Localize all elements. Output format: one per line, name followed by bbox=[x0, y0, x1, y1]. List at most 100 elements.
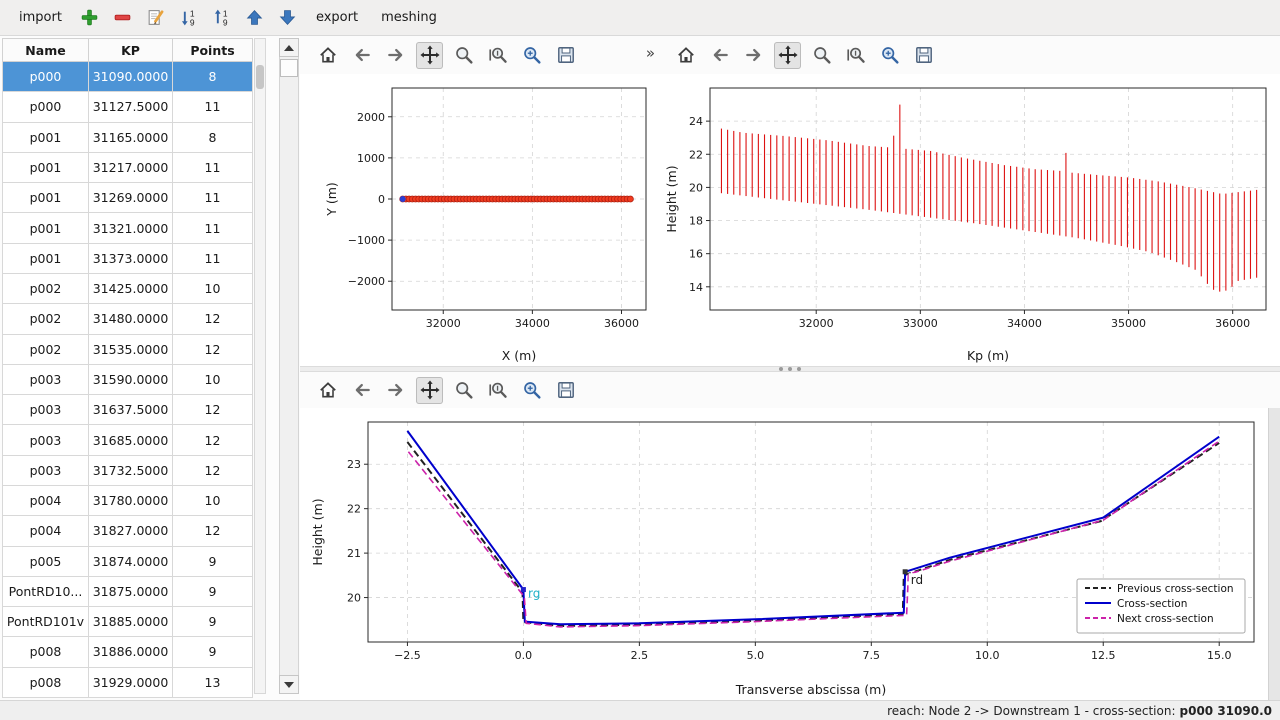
cell-points[interactable]: 9 bbox=[173, 637, 253, 667]
cell-name[interactable]: p002 bbox=[3, 273, 89, 303]
cell-points[interactable]: 12 bbox=[173, 455, 253, 485]
longitudinal-profile-plot[interactable]: 3200033000340003500036000141618202224Kp … bbox=[658, 74, 1280, 366]
import-button[interactable]: import bbox=[10, 6, 71, 29]
table-row[interactable]: PontRD101v31885.00009 bbox=[3, 607, 253, 637]
cell-name[interactable]: p001 bbox=[3, 152, 89, 182]
cell-name[interactable]: p005 bbox=[3, 546, 89, 576]
zoom-button[interactable] bbox=[450, 42, 477, 69]
cell-points[interactable]: 11 bbox=[173, 152, 253, 182]
table-row[interactable]: p00231425.000010 bbox=[3, 273, 253, 303]
cell-points[interactable]: 11 bbox=[173, 92, 253, 122]
cell-points[interactable]: 12 bbox=[173, 304, 253, 334]
back-button[interactable] bbox=[348, 377, 375, 404]
panel-scrollbar-track[interactable] bbox=[279, 57, 299, 675]
home-button[interactable] bbox=[314, 42, 341, 69]
cell-kp[interactable]: 31535.0000 bbox=[89, 334, 173, 364]
home-button[interactable] bbox=[672, 42, 699, 69]
cell-name[interactable]: p008 bbox=[3, 637, 89, 667]
cell-points[interactable]: 12 bbox=[173, 395, 253, 425]
save-button[interactable] bbox=[910, 42, 937, 69]
table-row[interactable]: p00431827.000012 bbox=[3, 516, 253, 546]
table-row[interactable]: p00131321.000011 bbox=[3, 213, 253, 243]
cell-kp[interactable]: 31637.5000 bbox=[89, 395, 173, 425]
move-up-button[interactable] bbox=[241, 4, 269, 32]
cell-name[interactable]: PontRD101v bbox=[3, 607, 89, 637]
export-button[interactable]: export bbox=[307, 6, 367, 29]
pan-button[interactable] bbox=[416, 377, 443, 404]
cell-kp[interactable]: 31875.0000 bbox=[89, 576, 173, 606]
table-row[interactable]: p00831929.000013 bbox=[3, 667, 253, 697]
cell-name[interactable]: p001 bbox=[3, 243, 89, 273]
cell-name[interactable]: p004 bbox=[3, 485, 89, 515]
subplots-button[interactable] bbox=[484, 377, 511, 404]
home-button[interactable] bbox=[314, 377, 341, 404]
move-down-button[interactable] bbox=[274, 4, 302, 32]
toolbar-overflow-button[interactable]: » bbox=[646, 44, 655, 62]
cell-kp[interactable]: 31780.0000 bbox=[89, 485, 173, 515]
cell-points[interactable]: 11 bbox=[173, 183, 253, 213]
cell-name[interactable]: p002 bbox=[3, 334, 89, 364]
pan-button[interactable] bbox=[774, 42, 801, 69]
cell-name[interactable]: p001 bbox=[3, 213, 89, 243]
table-row[interactable]: PontRD10...31875.00009 bbox=[3, 576, 253, 606]
table-row[interactable]: p00231535.000012 bbox=[3, 334, 253, 364]
cross-section-plot[interactable]: rgrd−2.50.02.55.07.510.012.515.020212223… bbox=[300, 408, 1268, 700]
cell-kp[interactable]: 31425.0000 bbox=[89, 273, 173, 303]
table-row[interactable]: p00131165.00008 bbox=[3, 122, 253, 152]
cell-kp[interactable]: 31685.0000 bbox=[89, 425, 173, 455]
table-row[interactable]: p00831886.00009 bbox=[3, 637, 253, 667]
table-row[interactable]: p00131217.000011 bbox=[3, 152, 253, 182]
cell-kp[interactable]: 31929.0000 bbox=[89, 667, 173, 697]
cell-name[interactable]: p000 bbox=[3, 62, 89, 92]
back-button[interactable] bbox=[348, 42, 375, 69]
cell-kp[interactable]: 31217.0000 bbox=[89, 152, 173, 182]
table-row[interactable]: p00331732.500012 bbox=[3, 455, 253, 485]
table-row[interactable]: p00331685.000012 bbox=[3, 425, 253, 455]
cell-kp[interactable]: 31827.0000 bbox=[89, 516, 173, 546]
cell-points[interactable]: 12 bbox=[173, 334, 253, 364]
cell-kp[interactable]: 31269.0000 bbox=[89, 183, 173, 213]
subplots-button[interactable] bbox=[484, 42, 511, 69]
cell-name[interactable]: p003 bbox=[3, 455, 89, 485]
cell-name[interactable]: p003 bbox=[3, 395, 89, 425]
customize-button[interactable] bbox=[876, 42, 903, 69]
zoom-button[interactable] bbox=[808, 42, 835, 69]
save-button[interactable] bbox=[552, 42, 579, 69]
table-row[interactable]: p00031127.500011 bbox=[3, 92, 253, 122]
meshing-button[interactable]: meshing bbox=[372, 6, 446, 29]
cell-name[interactable]: p008 bbox=[3, 667, 89, 697]
table-scrollbar[interactable] bbox=[254, 38, 266, 694]
cell-name[interactable]: p002 bbox=[3, 304, 89, 334]
forward-button[interactable] bbox=[382, 377, 409, 404]
scroll-up-button[interactable] bbox=[279, 38, 299, 57]
cell-kp[interactable]: 31321.0000 bbox=[89, 213, 173, 243]
cell-points[interactable]: 10 bbox=[173, 485, 253, 515]
table-row[interactable]: p00031090.00008 bbox=[3, 62, 253, 92]
sort-ascending-button[interactable] bbox=[208, 4, 236, 32]
cell-points[interactable]: 12 bbox=[173, 425, 253, 455]
cell-kp[interactable]: 31373.0000 bbox=[89, 243, 173, 273]
cell-name[interactable]: p000 bbox=[3, 92, 89, 122]
table-row[interactable]: p00331590.000010 bbox=[3, 364, 253, 394]
table-row[interactable]: p00131269.000011 bbox=[3, 183, 253, 213]
plan-view-plot[interactable]: 320003400036000200010000−1000−2000X (m)Y… bbox=[300, 74, 658, 366]
cell-kp[interactable]: 31732.5000 bbox=[89, 455, 173, 485]
customize-button[interactable] bbox=[518, 42, 545, 69]
cell-name[interactable]: PontRD10... bbox=[3, 576, 89, 606]
cell-name[interactable]: p003 bbox=[3, 364, 89, 394]
cell-points[interactable]: 9 bbox=[173, 607, 253, 637]
subplots-button[interactable] bbox=[842, 42, 869, 69]
table-scrollbar-thumb[interactable] bbox=[256, 65, 264, 89]
cell-kp[interactable]: 31090.0000 bbox=[89, 62, 173, 92]
column-header-name[interactable]: Name bbox=[3, 39, 89, 62]
table-row[interactable]: p00431780.000010 bbox=[3, 485, 253, 515]
cell-points[interactable]: 11 bbox=[173, 243, 253, 273]
cell-kp[interactable]: 31480.0000 bbox=[89, 304, 173, 334]
cell-points[interactable]: 9 bbox=[173, 546, 253, 576]
cell-points[interactable]: 13 bbox=[173, 667, 253, 697]
customize-button[interactable] bbox=[518, 377, 545, 404]
pan-button[interactable] bbox=[416, 42, 443, 69]
save-button[interactable] bbox=[552, 377, 579, 404]
cell-kp[interactable]: 31590.0000 bbox=[89, 364, 173, 394]
cell-kp[interactable]: 31165.0000 bbox=[89, 122, 173, 152]
